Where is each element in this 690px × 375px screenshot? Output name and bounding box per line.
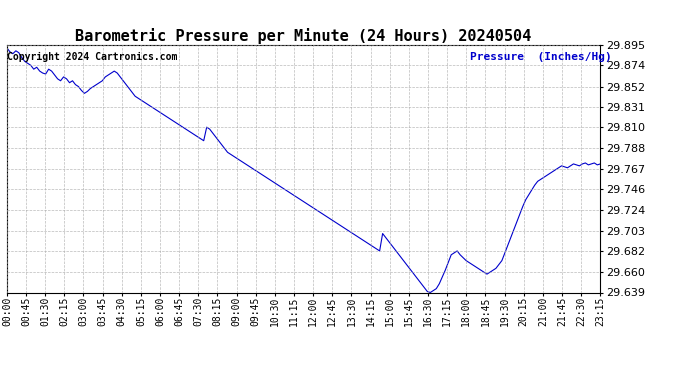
Text: Copyright 2024 Cartronics.com: Copyright 2024 Cartronics.com <box>8 53 178 63</box>
Title: Barometric Pressure per Minute (24 Hours) 20240504: Barometric Pressure per Minute (24 Hours… <box>75 28 532 44</box>
Text: Pressure  (Inches/Hg): Pressure (Inches/Hg) <box>470 53 611 62</box>
